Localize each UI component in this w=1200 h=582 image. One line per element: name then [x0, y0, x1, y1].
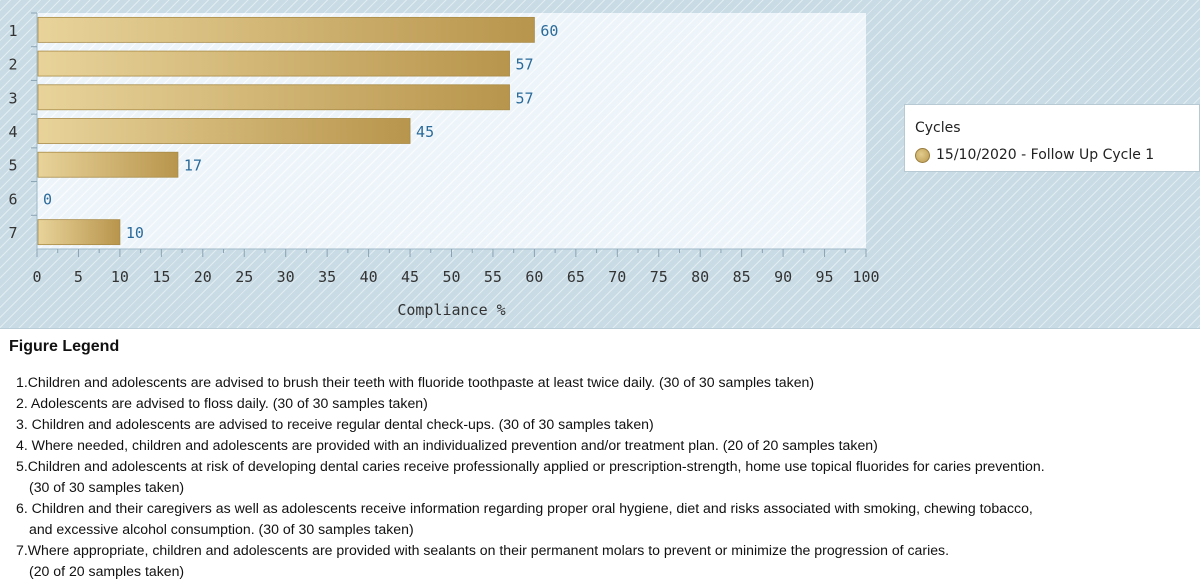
figure-legend-item-continuation: and excessive alcohol consumption. (30 o… — [29, 521, 414, 537]
bar — [37, 151, 179, 178]
x-tick-label: 60 — [525, 268, 543, 286]
x-tick-label: 15 — [152, 268, 170, 286]
bar — [37, 50, 510, 77]
x-tick-label: 35 — [318, 268, 336, 286]
x-tick-label: 95 — [816, 268, 834, 286]
data-label: 17 — [184, 157, 202, 175]
y-tick-label: 2 — [8, 56, 17, 74]
x-tick-label: 85 — [733, 268, 751, 286]
figure-legend-item-text: 7.Where appropriate, children and adoles… — [16, 542, 950, 558]
figure-legend-item: 7.Where appropriate, children and adoles… — [16, 540, 1186, 582]
bar — [37, 118, 411, 144]
y-tick-label: 7 — [8, 224, 17, 242]
figure-legend-item-text: 6. Children and their caregivers as well… — [16, 500, 1033, 516]
x-tick-label: 20 — [194, 268, 212, 286]
bar — [37, 84, 510, 111]
figure-legend-item: 5.Children and adolescents at risk of de… — [16, 456, 1186, 498]
chart-area: 1 60 2 57 3 57 4 45 5 17 6 0 7 10 0 5 10 15 20 25 30 35 40 45 50… — [0, 0, 1200, 329]
y-tick-label: 5 — [8, 157, 17, 175]
data-label: 60 — [540, 22, 558, 40]
x-tick-label: 0 — [32, 268, 41, 286]
x-tick-label: 25 — [235, 268, 253, 286]
figure-legend-item: 2. Adolescents are advised to floss dail… — [16, 393, 1186, 414]
data-label: 0 — [43, 190, 52, 208]
figure-legend-item-text: 3. Children and adolescents are advised … — [16, 416, 654, 432]
x-tick-label: 100 — [852, 268, 879, 286]
figure-legend-item-text: 5.Children and adolescents at risk of de… — [16, 458, 1045, 474]
x-tick-label: 5 — [74, 268, 83, 286]
bar-chart: 1 602 573 574 455 176 07 100 5 10 15 20 25 30 35 40 45 50… — [8, 12, 880, 319]
x-axis-title: Compliance % — [397, 301, 505, 319]
figure-legend-item: 4. Where needed, children and adolescent… — [16, 435, 1186, 456]
bar — [37, 16, 535, 43]
x-tick-label: 55 — [484, 268, 502, 286]
figure-legend-list: 1.Children and adolescents are advised t… — [16, 372, 1186, 582]
x-tick-label: 75 — [650, 268, 668, 286]
y-tick-label: 6 — [8, 190, 17, 208]
y-tick-label: 4 — [8, 123, 17, 141]
x-tick-label: 50 — [442, 268, 460, 286]
chart-legend: Cycles 15/10/2020 - Follow Up Cycle 1 — [904, 104, 1200, 172]
figure-legend-item-text: 1.Children and adolescents are advised t… — [16, 374, 815, 390]
data-label: 57 — [516, 89, 534, 107]
x-tick-label: 40 — [360, 268, 378, 286]
data-label: 57 — [516, 56, 534, 74]
data-label: 45 — [416, 123, 434, 141]
figure-legend-item-text: 4. Where needed, children and adolescent… — [16, 437, 878, 453]
figure-legend-item-text: 2. Adolescents are advised to floss dail… — [16, 395, 428, 411]
x-tick-label: 80 — [691, 268, 709, 286]
figure-legend-heading: Figure Legend — [9, 338, 120, 355]
x-tick-label: 10 — [111, 268, 129, 286]
x-tick-label: 45 — [401, 268, 419, 286]
legend-title: Cycles — [915, 120, 961, 136]
bar — [37, 219, 121, 246]
x-tick-label: 70 — [608, 268, 626, 286]
figure-legend-item: 1.Children and adolescents are advised t… — [16, 372, 1186, 393]
legend-swatch — [915, 148, 930, 163]
x-tick-label: 30 — [277, 268, 295, 286]
x-tick-label: 65 — [567, 268, 585, 286]
figure-legend-item-continuation: (30 of 30 samples taken) — [29, 479, 185, 495]
y-tick-label: 3 — [8, 89, 17, 107]
figure-legend-item: 6. Children and their caregivers as well… — [16, 498, 1186, 540]
data-label: 10 — [126, 224, 144, 242]
legend-series-label: 15/10/2020 - Follow Up Cycle 1 — [936, 147, 1155, 163]
x-tick-label: 90 — [774, 268, 792, 286]
figure-legend-item: 3. Children and adolescents are advised … — [16, 414, 1186, 435]
figure-legend-item-continuation: (20 of 20 samples taken) — [29, 563, 185, 579]
y-tick-label: 1 — [8, 22, 17, 40]
